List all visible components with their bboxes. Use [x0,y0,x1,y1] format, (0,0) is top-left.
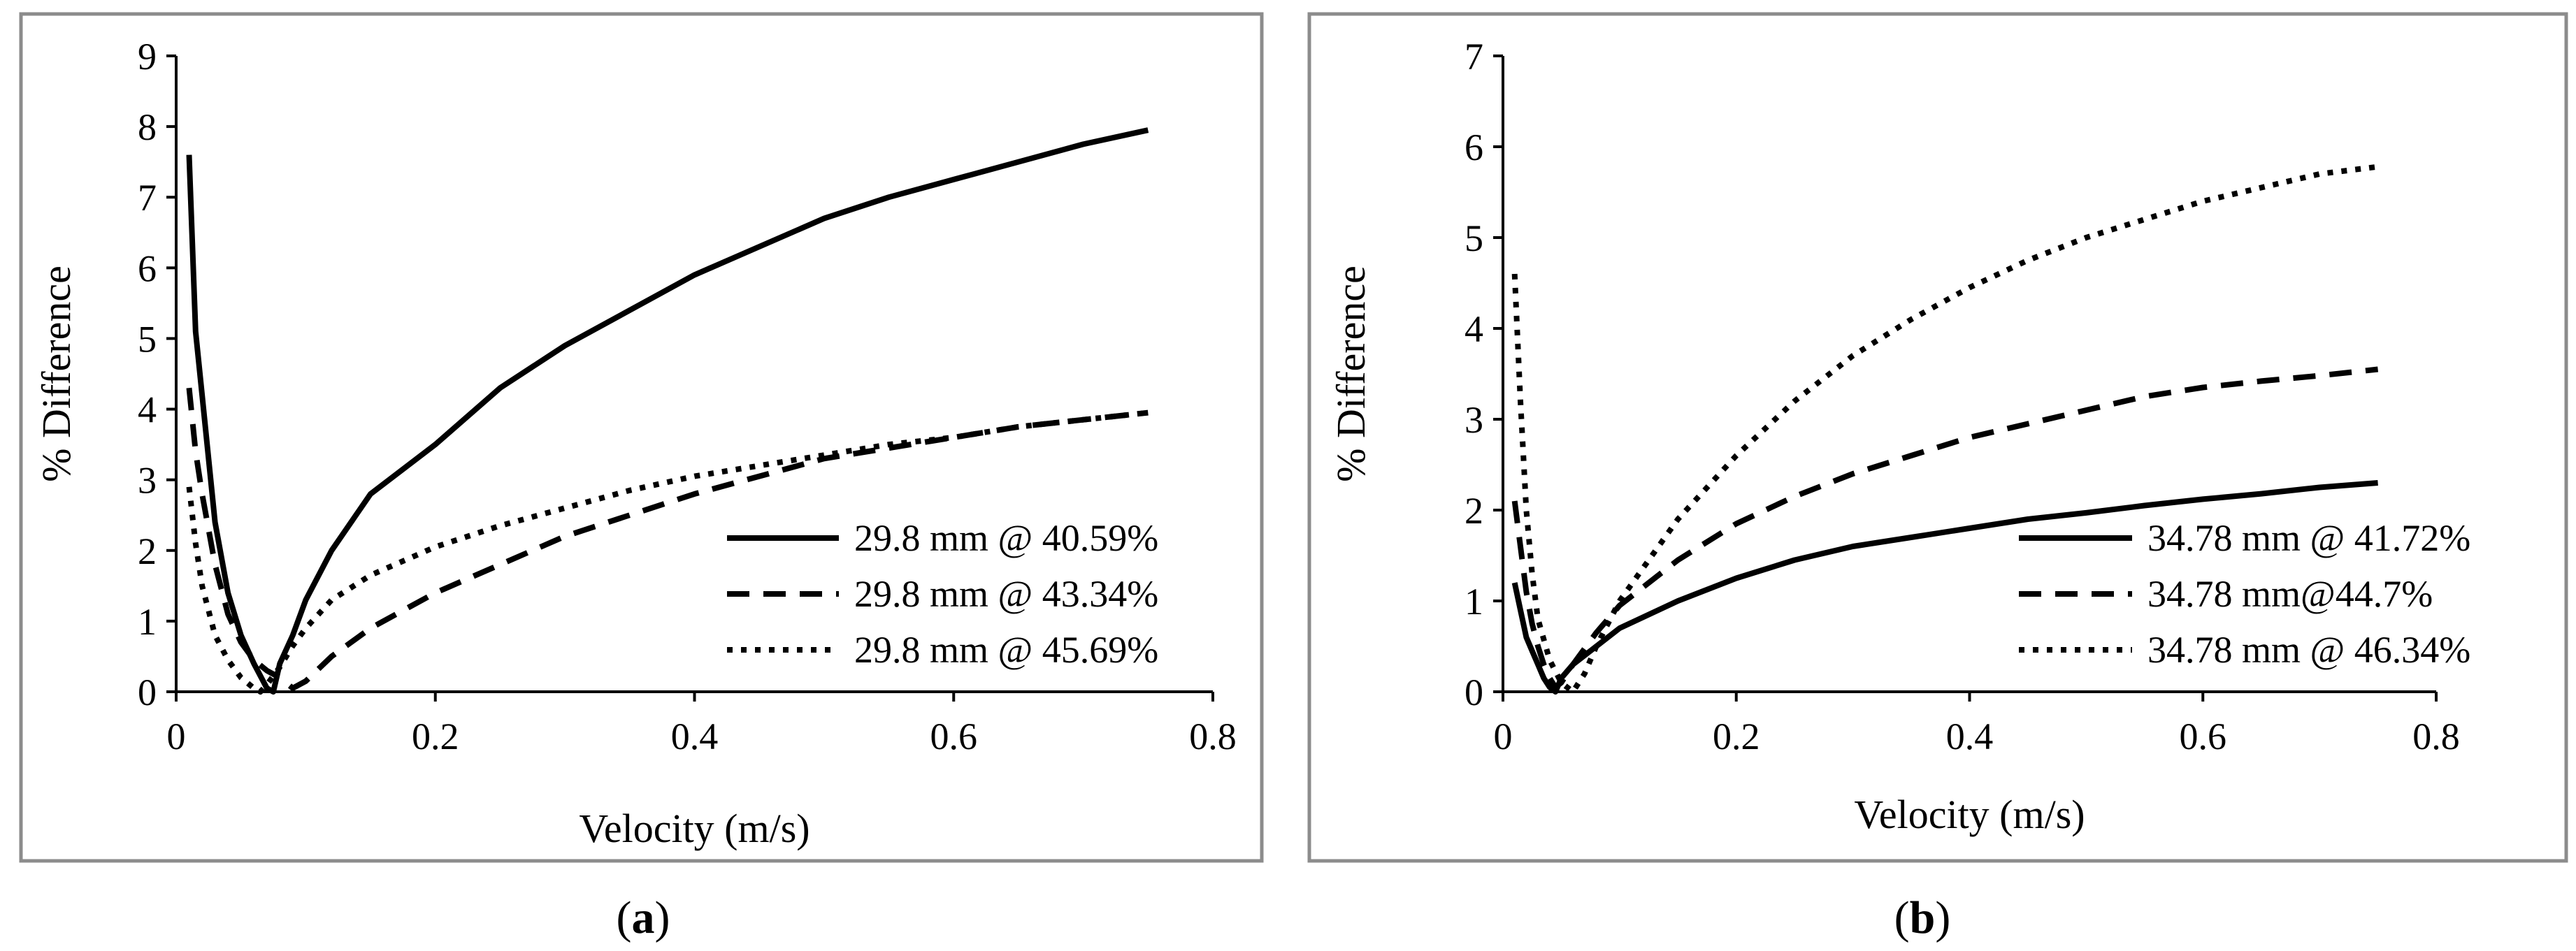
chart-b-y-tick-label: 3 [1465,399,1483,441]
chart-a-series-dotted-line [186,409,1149,695]
chart-b-legend-label: 34.78 mm @ 41.72% [2147,517,2470,559]
caption-b-letter: b [1910,892,1936,943]
chart-a-legend-label: 29.8 mm @ 40.59% [854,517,1158,559]
chart-a-legend-label: 29.8 mm @ 43.34% [854,573,1158,615]
chart-b-series-solid-line [1511,480,2378,695]
caption-b: (b) [1894,892,1951,943]
chart-b-x-axis-label: Velocity (m/s) [1854,792,2085,837]
chart-a-y-tick-label: 0 [138,671,157,713]
panel-a-frame [19,12,1264,863]
chart-a-x-axis-label: Velocity (m/s) [579,806,810,851]
chart-b: 0 1 2 3 4 5 6 7 0 0.2 0.4 0.6 0.8 Velocity (m/s) % Dif… [1328,36,2470,837]
chart-a-x-tick-label: 0.8 [1189,716,1237,757]
chart-b-legend-label: 34.78 mm @ 46.34% [2147,629,2470,671]
chart-b-x-tick-label: 0.4 [1946,716,1994,757]
chart-b-y-tick-label: 6 [1465,126,1483,168]
caption-a-letter: a [632,892,655,943]
chart-a-y-tick-label: 2 [138,530,157,572]
chart-a-y-axis-label: % Difference [34,266,79,482]
chart-b-x-tick-label: 0 [1494,716,1513,757]
chart-a-legend-label: 29.8 mm @ 45.69% [854,629,1158,671]
chart-b-x-tick-label: 0.8 [2412,716,2460,757]
chart-a-x-tick-label: 0.4 [671,716,719,757]
chart-b-y-tick-label: 2 [1465,490,1483,532]
chart-b-y-tick-label: 5 [1465,217,1483,259]
chart-a-y-tick-label: 8 [138,106,157,148]
chart-a-series-solid-line [186,127,1149,695]
chart-b-x-tick-label: 0.2 [1713,716,1760,757]
caption-b-open: ( [1894,892,1910,943]
panel-b-frame [1307,12,2568,863]
caption-a-close: ) [655,892,670,943]
chart-b-y-tick-label: 7 [1465,36,1483,78]
chart-b-y-tick-label: 0 [1465,671,1483,713]
chart-a-x-tick-label: 0 [167,716,186,757]
chart-a-x-tick-label: 0.6 [930,716,978,757]
chart-a-y-tick-label: 7 [138,177,157,219]
chart-a-y-tick-label: 3 [138,460,157,502]
caption-a-open: ( [617,892,632,943]
chart-a-y-tick-label: 9 [138,36,157,78]
chart-a-y-tick-label: 6 [138,247,157,289]
chart-b-y-tick-label: 4 [1465,308,1483,350]
chart-b-series-dotted-line [1511,164,2379,695]
chart-a-y-tick-label: 4 [138,389,157,431]
chart-b-series-dashed-line [1511,366,2379,690]
chart-a-y-tick-label: 5 [138,318,157,360]
chart-b-legend-label: 34.78 mm@44.7% [2147,573,2433,615]
chart-b-y-axis-label: % Difference [1328,266,1374,482]
chart-b-y-tick-label: 1 [1465,581,1483,623]
chart-a: 0 1 2 3 4 5 6 7 8 9 0 0.2 0.4 0.6 0.8 Velocity (m/s) % D… [34,36,1237,851]
chart-a-series-dashed-line [186,387,1149,691]
chart-a-y-tick-label: 1 [138,601,157,643]
caption-b-close: ) [1935,892,1950,943]
chart-a-x-tick-label: 0.2 [412,716,459,757]
chart-b-x-tick-label: 0.6 [2180,716,2227,757]
caption-a: (a) [617,892,670,943]
